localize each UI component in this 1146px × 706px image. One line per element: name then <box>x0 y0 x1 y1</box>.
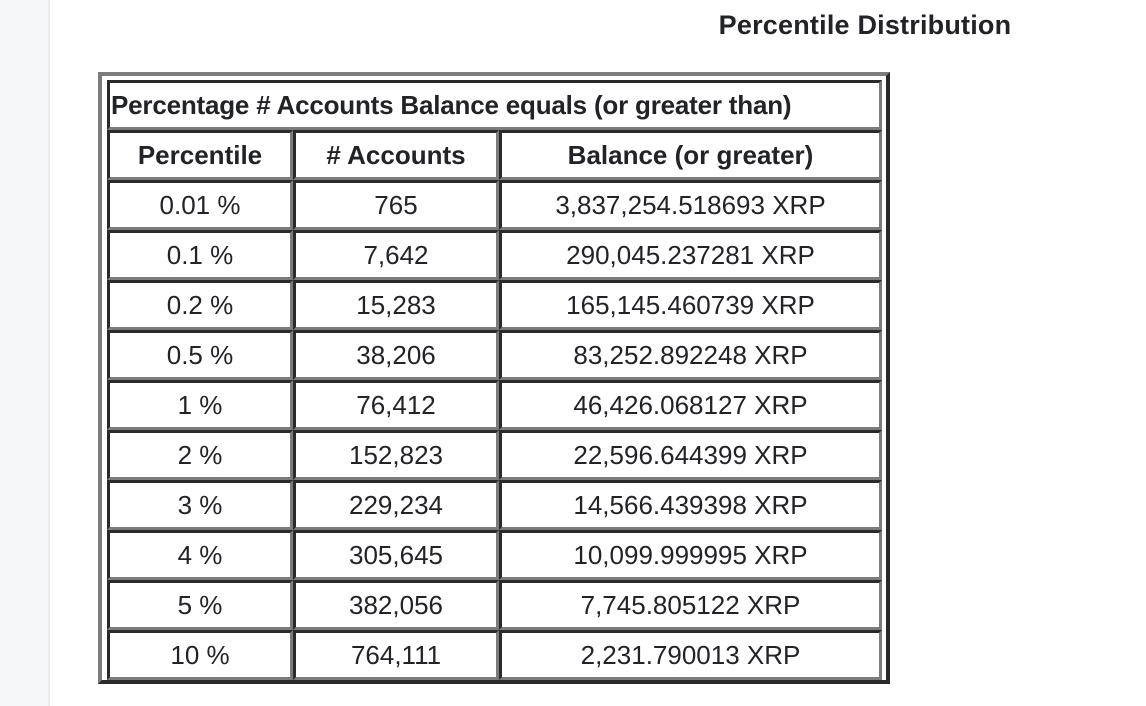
page-title: Percentile Distribution <box>718 10 1012 40</box>
accounts-cell: 7,642 <box>293 230 499 280</box>
percentile-cell: 10 % <box>107 630 293 680</box>
balance-cell: 46,426.068127 XRP <box>499 380 882 430</box>
balance-cell: 7,745.805122 XRP <box>499 580 882 630</box>
accounts-cell: 764,111 <box>293 630 499 680</box>
column-header-percentile: Percentile <box>107 130 293 180</box>
percentile-cell: 0.1 % <box>107 230 293 280</box>
accounts-cell: 38,206 <box>293 330 499 380</box>
percentile-distribution-table: Percentage # Accounts Balance equals (or… <box>98 72 890 684</box>
balance-cell: 290,045.237281 XRP <box>499 230 882 280</box>
percentile-cell: 2 % <box>107 430 293 480</box>
accounts-cell: 152,823 <box>293 430 499 480</box>
accounts-cell: 229,234 <box>293 480 499 530</box>
accounts-cell: 76,412 <box>293 380 499 430</box>
accounts-cell: 305,645 <box>293 530 499 580</box>
percentile-cell: 0.5 % <box>107 330 293 380</box>
percentile-cell: 5 % <box>107 580 293 630</box>
column-header-balance: Balance (or greater) <box>499 130 882 180</box>
percentile-cell: 4 % <box>107 530 293 580</box>
left-sidebar-edge <box>0 0 50 706</box>
percentile-cell: 0.01 % <box>107 180 293 230</box>
accounts-cell: 15,283 <box>293 280 499 330</box>
balance-cell: 3,837,254.518693 XRP <box>499 180 882 230</box>
percentile-cell: 3 % <box>107 480 293 530</box>
balance-cell: 83,252.892248 XRP <box>499 330 882 380</box>
table-caption: Percentage # Accounts Balance equals (or… <box>107 80 882 130</box>
balance-cell: 14,566.439398 XRP <box>499 480 882 530</box>
column-header-accounts: # Accounts <box>293 130 499 180</box>
accounts-cell: 382,056 <box>293 580 499 630</box>
percentile-cell: 1 % <box>107 380 293 430</box>
balance-cell: 10,099.999995 XRP <box>499 530 882 580</box>
balance-cell: 165,145.460739 XRP <box>499 280 882 330</box>
balance-cell: 2,231.790013 XRP <box>499 630 882 680</box>
accounts-cell: 765 <box>293 180 499 230</box>
percentile-cell: 0.2 % <box>107 280 293 330</box>
balance-cell: 22,596.644399 XRP <box>499 430 882 480</box>
